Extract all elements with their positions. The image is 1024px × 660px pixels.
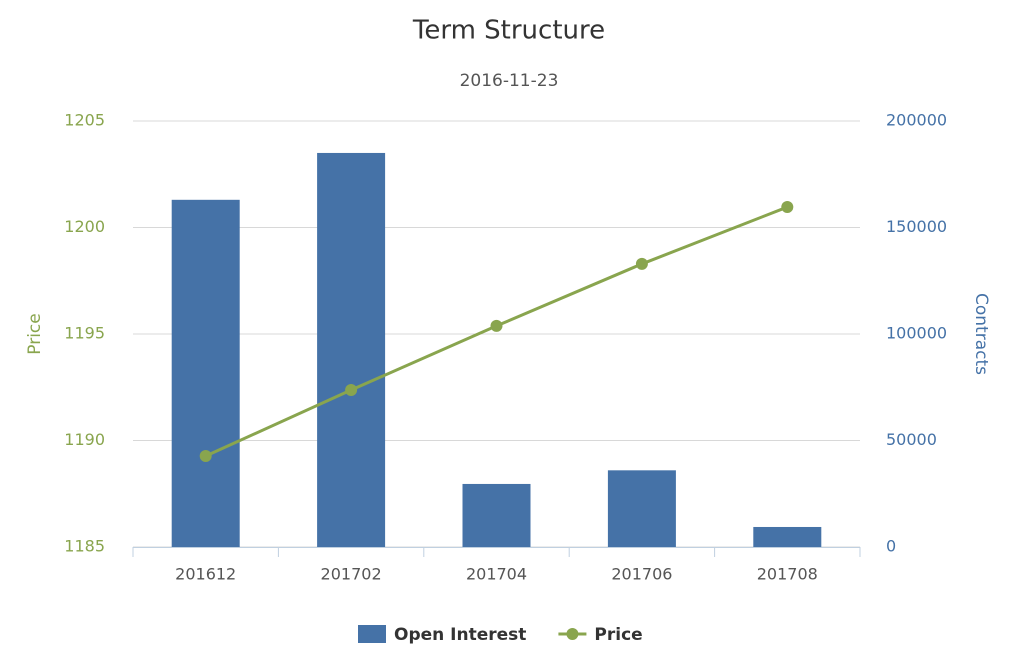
legend-marker[interactable] <box>566 628 579 640</box>
y2-tick-label: 0 <box>886 537 896 556</box>
legend-swatch[interactable] <box>358 625 386 643</box>
x-tick-label: 201708 <box>757 565 818 584</box>
bar <box>753 526 822 547</box>
legend-label[interactable]: Price <box>594 625 642 645</box>
point <box>781 201 794 214</box>
bar <box>462 483 531 547</box>
point <box>490 319 503 332</box>
y-tick-label: 1200 <box>64 217 105 236</box>
y2-tick-label: 100000 <box>886 324 947 343</box>
y-tick-label: 1195 <box>64 324 105 343</box>
x-tick-label: 201704 <box>466 565 527 584</box>
legend-label[interactable]: Open Interest <box>394 625 526 645</box>
x-tick-label: 201706 <box>611 565 672 584</box>
chart-title: Term Structure <box>412 16 605 46</box>
chart-subtitle: 2016-11-23 <box>460 71 559 91</box>
x-tick-label: 201702 <box>321 565 382 584</box>
y-tick-label: 1190 <box>64 430 105 449</box>
y-tick-label: 1205 <box>64 111 105 130</box>
point <box>635 257 648 270</box>
y2-axis-title: Contracts <box>971 293 991 375</box>
y2-tick-label: 200000 <box>886 111 947 130</box>
bar <box>171 199 240 547</box>
bar <box>317 152 386 547</box>
y-tick-label: 1185 <box>64 537 105 556</box>
point <box>345 384 358 397</box>
bar <box>607 470 676 547</box>
y2-tick-label: 150000 <box>886 217 947 236</box>
y2-tick-label: 50000 <box>886 430 937 449</box>
point <box>199 450 212 463</box>
y-axis-title: Price <box>25 313 45 354</box>
x-tick-label: 201612 <box>175 565 236 584</box>
